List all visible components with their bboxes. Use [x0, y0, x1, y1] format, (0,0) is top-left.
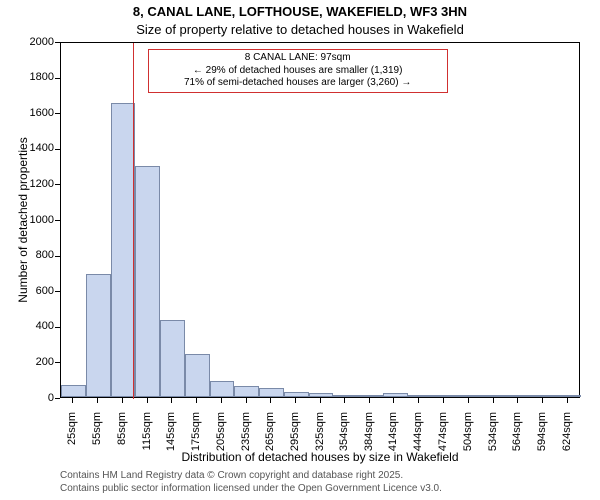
y-tick-mark [55, 42, 60, 43]
x-tick-label: 55sqm [91, 412, 103, 462]
chart-subtitle: Size of property relative to detached ho… [0, 22, 600, 37]
x-tick-label: 444sqm [412, 412, 424, 462]
y-tick-mark [55, 291, 60, 292]
y-tick-label: 600 [14, 285, 54, 297]
x-tick-mark [393, 398, 394, 403]
histogram-bar [432, 395, 457, 397]
credits-text: Contains HM Land Registry data © Crown c… [60, 470, 442, 495]
x-tick-label: 115sqm [141, 412, 153, 462]
y-tick-mark [55, 149, 60, 150]
x-tick-label: 295sqm [289, 412, 301, 462]
histogram-bar [234, 386, 259, 397]
x-tick-label: 354sqm [338, 412, 350, 462]
x-tick-mark [72, 398, 73, 403]
y-tick-mark [55, 362, 60, 363]
x-tick-mark [517, 398, 518, 403]
annotation-box: 8 CANAL LANE: 97sqm← 29% of detached hou… [148, 49, 448, 93]
histogram-bar [259, 388, 284, 397]
histogram-bar [61, 385, 86, 397]
y-tick-mark [55, 78, 60, 79]
histogram-bar [309, 393, 334, 397]
y-tick-label: 400 [14, 320, 54, 332]
y-tick-label: 200 [14, 356, 54, 368]
chart-container: { "title": "8, CANAL LANE, LOFTHOUSE, WA… [0, 0, 600, 500]
x-tick-mark [147, 398, 148, 403]
y-tick-mark [55, 327, 60, 328]
histogram-bar [333, 395, 358, 397]
x-tick-mark [171, 398, 172, 403]
x-tick-mark [344, 398, 345, 403]
histogram-bar [210, 381, 235, 397]
x-tick-label: 85sqm [116, 412, 128, 462]
x-tick-mark [468, 398, 469, 403]
histogram-bar [507, 395, 532, 397]
histogram-bar [358, 395, 383, 397]
x-tick-label: 594sqm [536, 412, 548, 462]
x-tick-mark [246, 398, 247, 403]
x-tick-mark [443, 398, 444, 403]
x-tick-mark [97, 398, 98, 403]
y-tick-label: 2000 [14, 36, 54, 48]
x-tick-label: 145sqm [165, 412, 177, 462]
annotation-line: 8 CANAL LANE: 97sqm [153, 52, 443, 65]
plot-area: 8 CANAL LANE: 97sqm← 29% of detached hou… [60, 42, 580, 398]
reference-line [133, 43, 134, 399]
credits-line-2: Contains public sector information licen… [60, 483, 442, 496]
x-tick-label: 175sqm [190, 412, 202, 462]
x-tick-mark [493, 398, 494, 403]
x-tick-label: 534sqm [487, 412, 499, 462]
x-tick-label: 624sqm [561, 412, 573, 462]
histogram-bar [185, 354, 210, 397]
x-tick-mark [320, 398, 321, 403]
histogram-bar [160, 320, 185, 397]
histogram-bar [482, 395, 507, 397]
histogram-bar [556, 395, 581, 397]
x-tick-mark [122, 398, 123, 403]
histogram-bar [284, 392, 309, 397]
y-tick-label: 1200 [14, 178, 54, 190]
histogram-bar [135, 166, 160, 397]
credits-line-1: Contains HM Land Registry data © Crown c… [60, 470, 442, 483]
x-tick-label: 384sqm [363, 412, 375, 462]
histogram-bar [86, 274, 111, 397]
x-tick-mark [295, 398, 296, 403]
x-tick-mark [369, 398, 370, 403]
x-tick-mark [567, 398, 568, 403]
y-tick-mark [55, 184, 60, 185]
x-tick-mark [542, 398, 543, 403]
chart-title: 8, CANAL LANE, LOFTHOUSE, WAKEFIELD, WF3… [0, 4, 600, 19]
y-tick-label: 1400 [14, 142, 54, 154]
x-tick-label: 25sqm [66, 412, 78, 462]
x-tick-mark [418, 398, 419, 403]
x-tick-label: 205sqm [215, 412, 227, 462]
y-tick-mark [55, 256, 60, 257]
y-tick-label: 1600 [14, 107, 54, 119]
histogram-bar [111, 103, 136, 397]
y-tick-mark [55, 113, 60, 114]
y-tick-label: 1800 [14, 71, 54, 83]
y-tick-mark [55, 398, 60, 399]
histogram-bar [383, 393, 408, 397]
x-tick-label: 265sqm [264, 412, 276, 462]
annotation-line: 71% of semi-detached houses are larger (… [153, 77, 443, 90]
x-tick-label: 504sqm [462, 412, 474, 462]
x-tick-mark [270, 398, 271, 403]
histogram-bar [531, 395, 556, 397]
y-tick-label: 800 [14, 249, 54, 261]
x-tick-mark [196, 398, 197, 403]
y-tick-mark [55, 220, 60, 221]
histogram-bar [408, 395, 433, 397]
x-tick-label: 235sqm [240, 412, 252, 462]
x-tick-label: 564sqm [511, 412, 523, 462]
x-tick-mark [221, 398, 222, 403]
x-tick-label: 325sqm [314, 412, 326, 462]
y-tick-label: 1000 [14, 214, 54, 226]
histogram-bar [457, 395, 482, 397]
y-tick-label: 0 [14, 392, 54, 404]
x-tick-label: 474sqm [437, 412, 449, 462]
x-tick-label: 414sqm [387, 412, 399, 462]
annotation-line: ← 29% of detached houses are smaller (1,… [153, 65, 443, 78]
